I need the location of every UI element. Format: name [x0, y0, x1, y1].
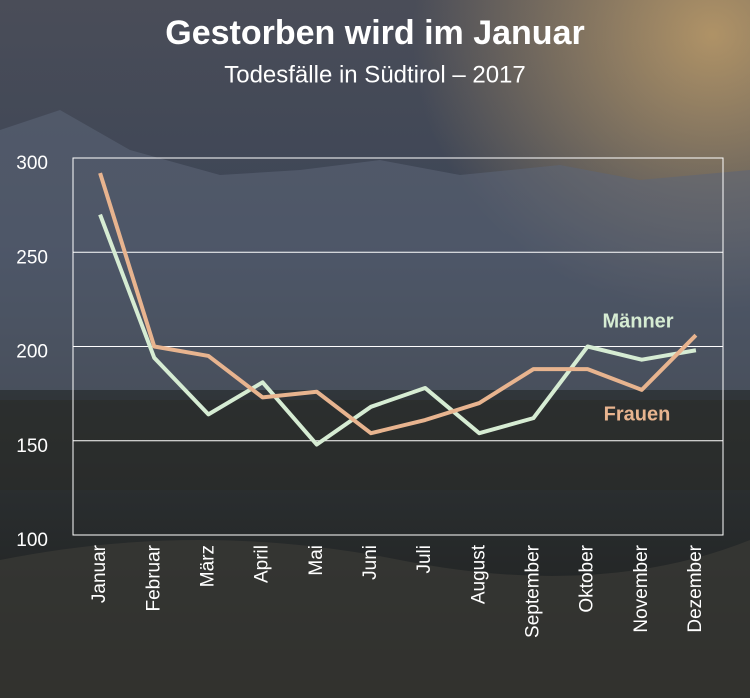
series-label: Frauen	[604, 403, 671, 425]
x-tick-label: Dezember	[685, 544, 706, 632]
x-tick-label: Juni	[360, 545, 381, 580]
x-tick-label: Februar	[143, 544, 164, 611]
chart-title: Gestorben wird im Januar	[165, 14, 584, 52]
ground	[0, 540, 750, 698]
x-tick-label: Juli	[414, 545, 435, 574]
line	[98, 213, 697, 447]
y-tick-label: 150	[16, 436, 48, 457]
x-tick-label: Januar	[89, 544, 110, 603]
y-tick-label: 200	[16, 342, 48, 363]
x-tick-label: August	[468, 544, 489, 604]
mountains	[0, 110, 750, 390]
chart-subtitle: Todesfälle in Südtirol – 2017	[224, 61, 526, 88]
x-tick-label: Oktober	[577, 544, 598, 612]
x-tick-label: April	[252, 545, 273, 583]
wall	[0, 400, 750, 490]
x-tick-label: November	[631, 544, 652, 632]
series-label: Männer	[602, 310, 673, 332]
y-tick-label: 250	[16, 247, 48, 268]
x-tick-label: Mai	[306, 545, 327, 576]
x-tick-label: September	[522, 544, 543, 638]
y-tick-label: 100	[16, 530, 48, 551]
x-tick-label: März	[197, 545, 218, 587]
line	[98, 172, 698, 436]
y-tick-label: 300	[16, 153, 48, 174]
